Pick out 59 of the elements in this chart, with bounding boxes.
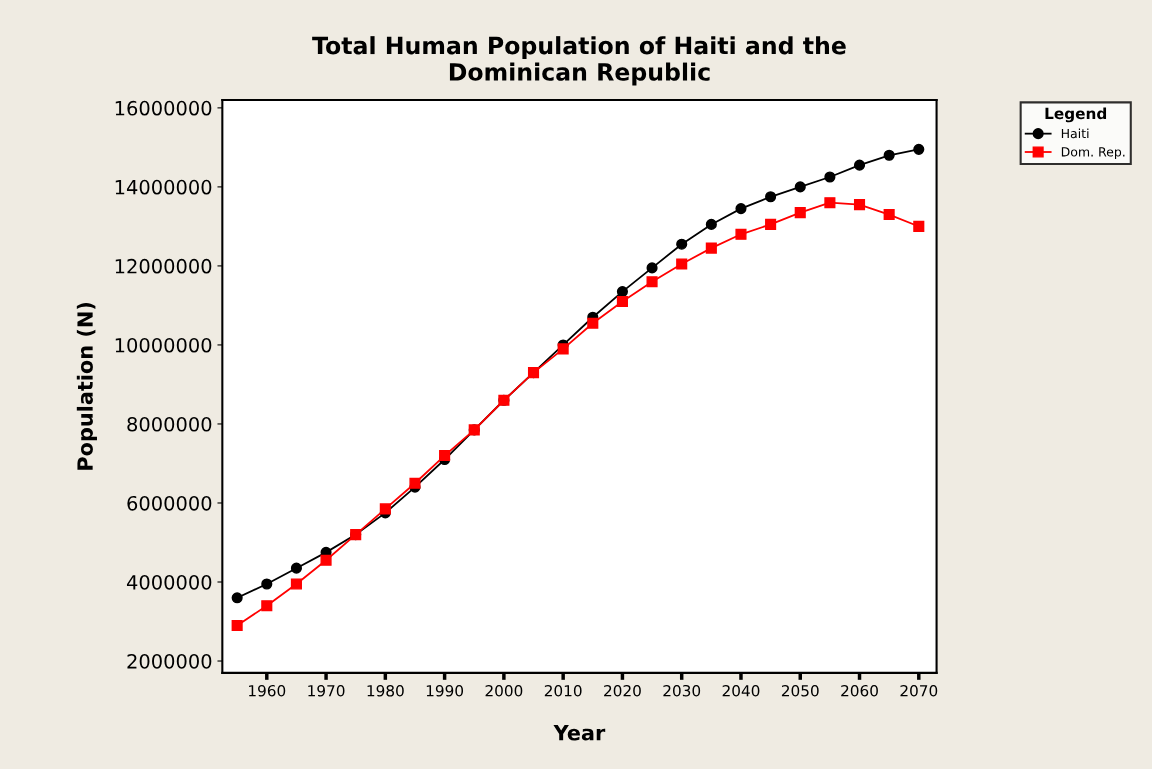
point (913, 220, 925, 232)
point (765, 218, 777, 230)
point (646, 276, 658, 288)
x-axis-title: Year (553, 725, 606, 741)
chart-title: Total Human Population of Haiti and the Dominican Republic (312, 36, 846, 86)
y-tick-label: 16000000 (115, 100, 212, 116)
point (290, 578, 302, 590)
y-tick-label: 8000000 (127, 416, 212, 432)
point (705, 218, 717, 230)
point (409, 477, 421, 489)
point (735, 228, 747, 240)
point (913, 143, 925, 155)
point (853, 159, 866, 171)
point (676, 238, 688, 250)
x-tick-label: 1990 (426, 684, 464, 697)
point (765, 191, 777, 203)
x-tick-label: 1980 (367, 684, 404, 697)
y-tick-label: 10000000 (115, 337, 212, 353)
point (231, 592, 243, 604)
point (261, 600, 273, 612)
point (883, 208, 895, 221)
point (320, 554, 332, 566)
point (824, 197, 836, 209)
point (587, 317, 599, 329)
y-tick-label: 4000000 (126, 574, 212, 590)
y-axis-title: Population (N) (76, 302, 97, 470)
legend-label: Dom. Rep. (1061, 147, 1125, 159)
y-tick-label: 6000000 (127, 495, 212, 511)
x-tick-label: 2000 (485, 684, 523, 697)
point (853, 199, 866, 211)
point (557, 343, 569, 355)
x-tick-label: 2020 (604, 684, 641, 697)
point (379, 503, 391, 515)
point (883, 149, 895, 161)
legend-label: Haiti (1061, 128, 1089, 139)
point (439, 450, 451, 462)
point (676, 258, 688, 270)
y-tick-label: 12000000 (115, 258, 212, 274)
x-tick-label: 2010 (544, 684, 582, 697)
x-tick-label: 1960 (249, 684, 286, 697)
y-tick-label: 14000000 (115, 179, 212, 195)
point (794, 207, 806, 219)
x-tick-label: 2030 (663, 684, 701, 697)
point (794, 181, 806, 193)
point (261, 578, 273, 590)
point (616, 295, 628, 308)
point (824, 171, 836, 183)
point (290, 562, 302, 574)
x-tick-label: 1970 (308, 684, 345, 697)
point (646, 262, 658, 274)
x-tick-label: 2040 (722, 684, 760, 697)
legend-title: Legend (1045, 107, 1107, 123)
point (705, 242, 717, 254)
x-tick-label: 2060 (841, 684, 878, 697)
x-tick-label: 2050 (781, 684, 819, 697)
point (231, 619, 243, 632)
x-tick-label: 2070 (900, 684, 938, 697)
point (735, 203, 747, 215)
y-tick-label: 2000000 (127, 653, 212, 669)
